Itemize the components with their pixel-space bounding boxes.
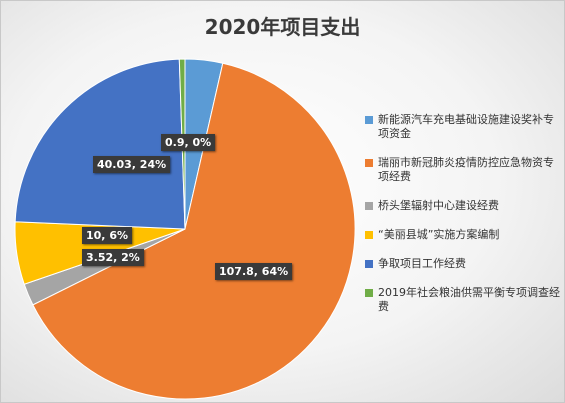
pie-slice-5 xyxy=(14,58,186,230)
legend-swatch-5 xyxy=(365,260,373,268)
legend-item-3: 桥头堡辐射中心建设经费 xyxy=(365,199,561,213)
legend-swatch-6 xyxy=(365,289,373,297)
legend-label-2: 瑞丽市新冠肺炎疫情防控应急物资专项经费 xyxy=(378,156,554,183)
legend-item-1: 新能源汽车充电基础设施建设奖补专项资金 xyxy=(365,113,561,141)
legend-swatch-4 xyxy=(365,231,373,239)
legend-item-5: 争取项目工作经费 xyxy=(365,257,561,271)
legend-swatch-3 xyxy=(365,202,373,210)
legend-item-2: 瑞丽市新冠肺炎疫情防控应急物资专项经费 xyxy=(365,156,561,184)
legend-item-4: “美丽县城”实施方案编制 xyxy=(365,228,561,242)
legend-label-4: “美丽县城”实施方案编制 xyxy=(378,228,500,241)
data-label-2: 107.8, 64% xyxy=(215,263,293,280)
data-label-5: 40.03, 24% xyxy=(93,156,171,173)
legend-item-6: 2019年社会粮油供需平衡专项调查经费 xyxy=(365,286,561,314)
legend-swatch-2 xyxy=(365,159,373,167)
legend-label-1: 新能源汽车充电基础设施建设奖补专项资金 xyxy=(378,113,554,140)
data-label-6: 0.9, 0% xyxy=(161,134,216,151)
data-label-3: 3.52, 2% xyxy=(82,249,144,266)
pie-slice-2 xyxy=(32,62,356,400)
data-label-4: 10, 6% xyxy=(82,227,132,244)
legend: 新能源汽车充电基础设施建设奖补专项资金 瑞丽市新冠肺炎疫情防控应急物资专项经费桥头… xyxy=(365,113,561,329)
legend-label-6: 2019年社会粮油供需平衡专项调查经费 xyxy=(378,286,560,313)
chart-title: 2020年项目支出 xyxy=(204,15,361,39)
legend-swatch-1 xyxy=(365,116,373,124)
legend-label-5: 争取项目工作经费 xyxy=(378,257,466,270)
legend-label-3: 桥头堡辐射中心建设经费 xyxy=(378,199,499,212)
